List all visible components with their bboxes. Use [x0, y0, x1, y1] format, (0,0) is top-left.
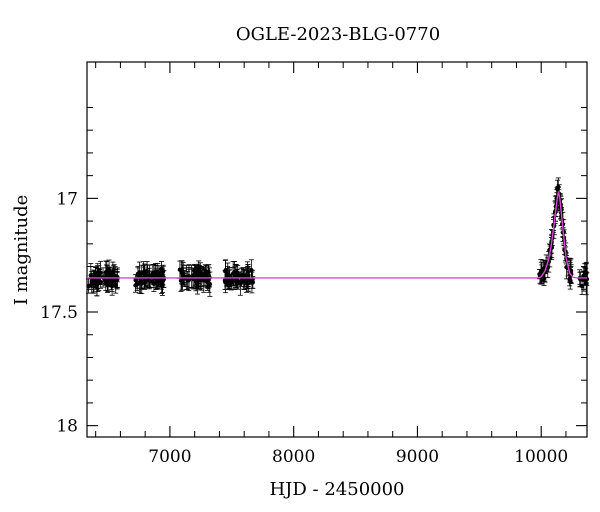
y-axis-label: I magnitude	[11, 195, 32, 306]
data-point	[98, 270, 103, 275]
x-tick-label: 8000	[272, 447, 315, 467]
x-tick-label: 10000	[514, 447, 568, 467]
data-point	[148, 279, 153, 284]
data-point	[144, 269, 150, 274]
data-point	[147, 273, 153, 279]
data-point	[556, 184, 561, 190]
data-point	[159, 266, 164, 272]
y-tick-label: 18	[56, 417, 78, 437]
y-tick-label: 17	[56, 189, 78, 209]
data-point	[113, 282, 118, 288]
data-point	[232, 270, 237, 275]
x-axis-label: HJD - 2450000	[269, 479, 404, 500]
data-point	[153, 271, 158, 277]
data-point	[160, 281, 165, 287]
data-point	[181, 273, 186, 278]
data-point	[109, 283, 115, 289]
axis-ticks: 7000 8000 9000 10000 17 17.5 18	[40, 62, 587, 467]
chart-title: OGLE-2023-BLG-0770	[236, 24, 440, 45]
model-curve	[87, 191, 587, 279]
data-point	[227, 278, 232, 284]
data-point	[583, 270, 589, 276]
x-tick-label: 9000	[396, 447, 439, 467]
data-point	[541, 276, 547, 281]
data-point	[111, 272, 116, 277]
data-point	[177, 267, 183, 272]
y-tick-label: 17.5	[40, 303, 78, 323]
data-point	[201, 272, 207, 277]
x-tick-label: 7000	[148, 447, 191, 467]
data-point	[141, 270, 146, 276]
data-point	[106, 268, 112, 273]
data-point	[93, 278, 98, 284]
data-point	[192, 272, 197, 277]
data-point	[198, 271, 203, 276]
plot-frame	[86, 61, 588, 438]
data-point	[135, 272, 141, 278]
data-point	[206, 283, 212, 288]
